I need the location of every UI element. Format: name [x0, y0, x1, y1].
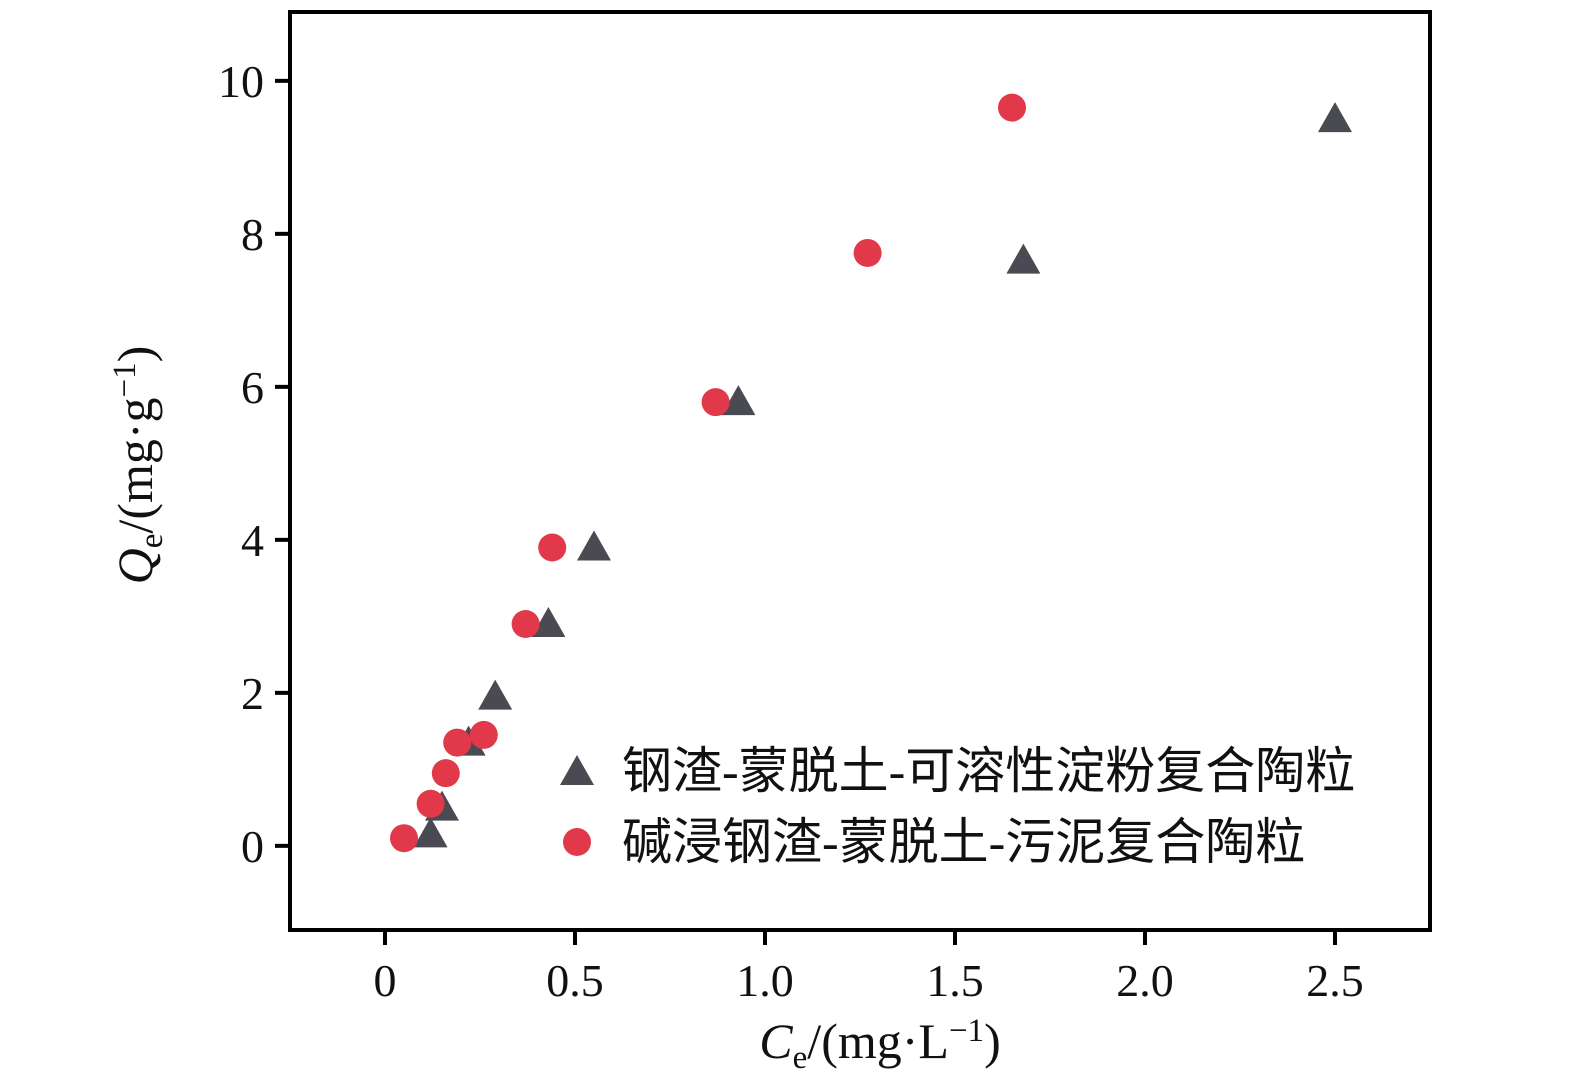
- data-point-circle: [469, 720, 498, 749]
- x-tick-label: 0.5: [546, 955, 604, 1006]
- y-tick-label: 8: [241, 209, 264, 260]
- axis-ticks: 0 0.5 1.0 1.5 2.0 2.5 0 2 4 6 8 10: [218, 56, 1364, 1006]
- x-tick-label: 1.5: [926, 955, 984, 1006]
- legend-marker-triangle: [560, 755, 594, 785]
- plot-frame: [288, 10, 1432, 932]
- y-axis-subscript: e: [134, 534, 170, 549]
- legend-label-series-1: 碱浸钢渣-蒙脱土-污泥复合陶粒: [622, 814, 1305, 870]
- data-point-triangle: [531, 607, 566, 637]
- y-tick-label: 4: [241, 515, 264, 566]
- data-point-circle: [998, 93, 1026, 122]
- y-tick-label: 2: [241, 668, 264, 719]
- y-axis-units-close: ): [107, 346, 163, 363]
- y-axis-units: /(mg·g: [107, 397, 163, 533]
- x-axis-units: /(mg·L: [807, 1013, 949, 1069]
- x-tick-label: 2.0: [1116, 955, 1174, 1006]
- data-point-circle: [853, 238, 882, 267]
- data-point-circle: [511, 610, 540, 638]
- data-point-circle: [431, 759, 460, 788]
- x-axis-subscript: e: [793, 1040, 808, 1076]
- x-tick-label: 1.0: [736, 955, 794, 1006]
- data-point-circle: [416, 789, 445, 818]
- y-axis-title: Qe/(mg·g−1): [107, 346, 170, 585]
- y-tick-label: 0: [241, 821, 264, 872]
- legend-label-series-0: 钢渣-蒙脱土-可溶性淀粉复合陶粒: [622, 743, 1355, 799]
- legend: 钢渣-蒙脱土-可溶性淀粉复合陶粒 碱浸钢渣-蒙脱土-污泥复合陶粒: [560, 743, 1355, 870]
- data-point-circle: [701, 388, 730, 417]
- data-point-triangle: [1318, 102, 1352, 133]
- y-tick-label: 6: [241, 362, 264, 413]
- data-point-circle: [443, 728, 472, 757]
- y-tick-label: 10: [218, 56, 264, 107]
- data-point-triangle: [721, 385, 756, 416]
- x-tick-label: 0: [374, 955, 397, 1006]
- data-point-triangle: [577, 530, 611, 561]
- data-point-circle: [538, 533, 567, 562]
- x-axis-superscript: −1: [949, 1013, 984, 1049]
- data-point-circle: [390, 824, 418, 853]
- x-axis-units-close: ): [984, 1013, 1001, 1069]
- x-axis-title: Ce/(mg·L−1): [759, 1013, 1000, 1076]
- data-point-triangle: [413, 817, 448, 848]
- legend-marker-circle: [563, 828, 591, 856]
- data-point-triangle: [478, 679, 513, 710]
- y-axis-variable: Q: [107, 548, 163, 584]
- data-point-triangle: [1006, 243, 1041, 274]
- y-axis-superscript: −1: [107, 362, 143, 397]
- data-points: [390, 93, 1352, 853]
- x-axis-variable: C: [759, 1013, 793, 1069]
- x-tick-label: 2.5: [1306, 955, 1364, 1006]
